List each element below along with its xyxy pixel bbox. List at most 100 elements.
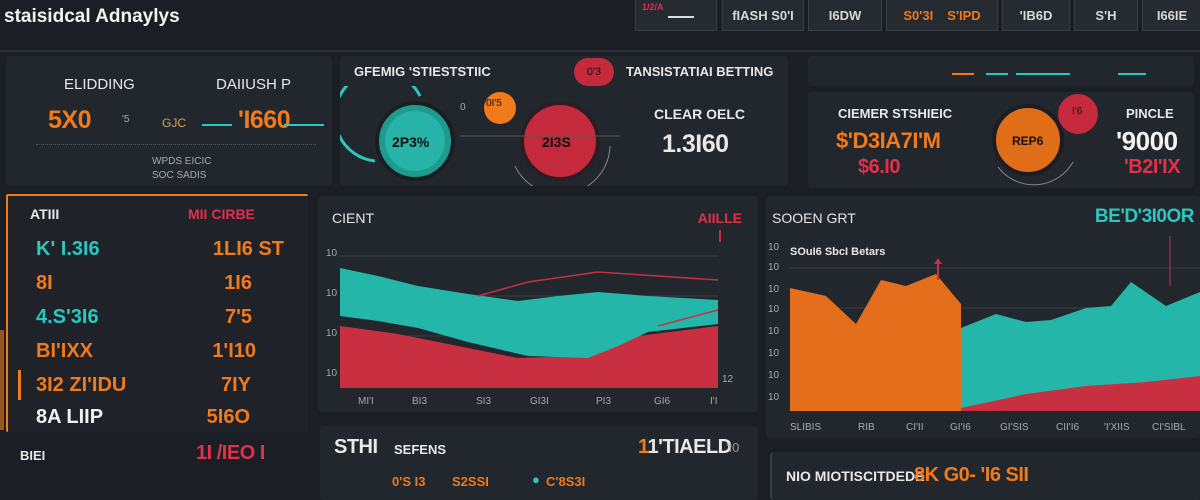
right-top-accent-4 [1118, 73, 1146, 75]
right-chart-svg [790, 236, 1200, 411]
right-xtick: CII'I6 [1056, 422, 1080, 433]
list-item[interactable]: BI'IXX 1'I10 [18, 336, 298, 366]
center-xtick: MI'I [358, 396, 374, 407]
list-item[interactable]: K' I.3I6 1LI6 ST [18, 234, 298, 264]
right-ytick: 10 [768, 262, 780, 273]
header-divider [0, 50, 1200, 52]
list-item[interactable]: 8A LIIP 5I6O [18, 402, 298, 432]
bottom-center-value: 11'TIAELD [638, 436, 732, 459]
left-list-header-right-label: MII CIRBE [188, 206, 255, 222]
right-area-red [961, 376, 1200, 411]
tab-7[interactable]: I66IE [1142, 0, 1200, 31]
right-ytick: 10 [768, 370, 780, 381]
right-chart-subtitle: SOuI6 SbcI Betars [790, 246, 886, 258]
list-item-value: 7'5 [224, 306, 252, 328]
center-top-title: GFEMIG 'STIESTSTIIC [354, 64, 491, 79]
center-area-teal [340, 268, 718, 358]
left-list-panel: ATIII MII CIRBE K' I.3I6 1LI6 ST 8I 1I6 … [6, 194, 308, 432]
center-ytick: 10 [326, 328, 338, 339]
center-ytick: 10 [326, 248, 338, 259]
center-top-small-num: 0 [460, 102, 466, 113]
right-xtick: CI'SIBL [1152, 422, 1186, 433]
right-donut-orange [992, 104, 1064, 176]
right-top-red-value: $6.I0 [858, 156, 900, 178]
bottom-right-panel: NIO MIOTISCITDEDE 8K G0- 'I6 SII [770, 452, 1200, 500]
bottom-center-item-1[interactable]: 0'S I3 [392, 474, 426, 489]
bottom-center-item-2[interactable]: S2SSI [452, 474, 489, 489]
center-xtick: GI6 [654, 396, 671, 407]
right-top-big-orange: $'D3IA7I'M [836, 128, 941, 153]
tab-6[interactable]: S'H [1074, 0, 1138, 31]
center-trend-line [477, 271, 719, 297]
list-item-value: 7IY [220, 374, 251, 396]
top-left-big-left-suffix: '5 [122, 114, 130, 125]
center-xtick: PI3 [596, 396, 612, 407]
list-item-key: 3I2 ZI'IDU [36, 374, 127, 396]
right-donut-red-small [1058, 94, 1098, 134]
right-xtick: 'I'XIIS [1104, 422, 1130, 433]
center-top-pill[interactable]: 0'3 [574, 58, 614, 86]
right-chart-panel: SOOEN GRT BE'D'3I0OR SOuI6 SbcI Betars S… [766, 196, 1200, 438]
center-chart-corner: AIILLE [697, 210, 742, 226]
right-ytick: 10 [768, 348, 780, 359]
right-ytick: 10 [768, 284, 780, 295]
right-top-accent-3 [1016, 73, 1070, 75]
center-chart-title: CIENT [332, 210, 374, 226]
top-left-big-right: 'I660 [238, 106, 291, 134]
right-top-title: CIEMER STSHIEIC [838, 106, 953, 121]
right-marker-head [934, 258, 942, 264]
bottom-center-item-3[interactable]: C'8S3I [546, 474, 586, 489]
list-item[interactable]: 3I2 ZI'IDU 7IY [18, 370, 301, 400]
bottom-center-badge[interactable]: 'I0 [726, 440, 740, 455]
right-chart-corner: BE'D'3I0OR [1094, 206, 1195, 227]
tab-2-label: fIASH S0'I [732, 7, 794, 23]
right-top-donut [992, 94, 1098, 186]
center-ytick: 12 [722, 374, 734, 385]
left-list-footer-right: 1I /IEO I [196, 442, 265, 464]
tab-2[interactable]: fIASH S0'I [722, 0, 804, 31]
center-xtick: GI3I [530, 396, 549, 407]
tab-3[interactable]: I6DW [808, 0, 882, 31]
list-item[interactable]: 4.S'3I6 7'5 [18, 302, 298, 332]
bottom-center-value-text: 1'TIAELD [647, 436, 733, 458]
right-donut-arc [997, 161, 1074, 186]
bottom-right-value: 8K G0- 'I6 SII [914, 464, 1029, 486]
list-item[interactable]: 8I 1I6 [18, 268, 298, 298]
right-area-teal [961, 282, 1200, 411]
right-xtick: RIB [858, 422, 875, 433]
right-top-red-right: 'B2I'IX [1124, 156, 1181, 178]
center-top-pill-label: 0'3 [586, 66, 602, 78]
center-top-title-2: TANSISTATIAI BETTING [626, 64, 774, 79]
center-top-panel: GFEMIG 'STIESTSTIIC 0'3 TANSISTATIAI BET… [340, 56, 788, 186]
donut-red-label: 2I3S [542, 134, 571, 150]
donut-arc-right [514, 145, 611, 186]
list-item-key: 8A LIIP [36, 406, 104, 428]
list-item-key: 8I [36, 272, 53, 294]
donut-orange-label: 0I'5 [486, 98, 502, 109]
app-title: staisidcal Adnaylys [4, 6, 180, 27]
center-chart-panel: CIENT AIILLE MI'I BI3 SI3 GI3I PI3 GI6 I… [318, 196, 758, 412]
tab-5-label: 'IB6D [1019, 7, 1053, 23]
center-ytick: 10 [326, 288, 338, 299]
center-trend-line-2 [657, 309, 719, 327]
right-xtick: GI'I6 [950, 422, 971, 433]
top-left-panel: ELIDDING DAIIUSH P 5X0 '5 GJC 'I660 WPDS… [6, 56, 332, 186]
tab-7-label: I66IE [1156, 7, 1188, 23]
top-left-label-right: DAIIUSH P [216, 76, 292, 93]
donut-teal-label: 2P3% [392, 134, 430, 150]
tab-1[interactable]: 1/2/A [635, 0, 717, 31]
right-top-donut-label: REP6 [1012, 134, 1044, 148]
tab-4[interactable]: S0'3I S'IPD [886, 0, 998, 31]
tab-4-label-2: S'IPD [947, 7, 981, 23]
bottom-right-text: NIO MIOTISCITDEDE [786, 468, 925, 484]
tab-5[interactable]: 'IB6D [1002, 0, 1070, 31]
center-xtick: I'I [710, 396, 718, 407]
center-xtick: BI3 [412, 396, 428, 407]
donut-arc-left [340, 86, 422, 163]
tab-3-label: I6DW [828, 7, 862, 23]
right-top-header-bar [808, 56, 1194, 86]
left-list-header-right: MII CIRBE [188, 206, 255, 222]
center-xtick: SI3 [476, 396, 492, 407]
bottom-center-panel: STHI SEFENS 11'TIAELD 'I0 0'S I3 S2SSI ●… [320, 426, 758, 500]
list-item-value: 1'I10 [212, 340, 256, 362]
